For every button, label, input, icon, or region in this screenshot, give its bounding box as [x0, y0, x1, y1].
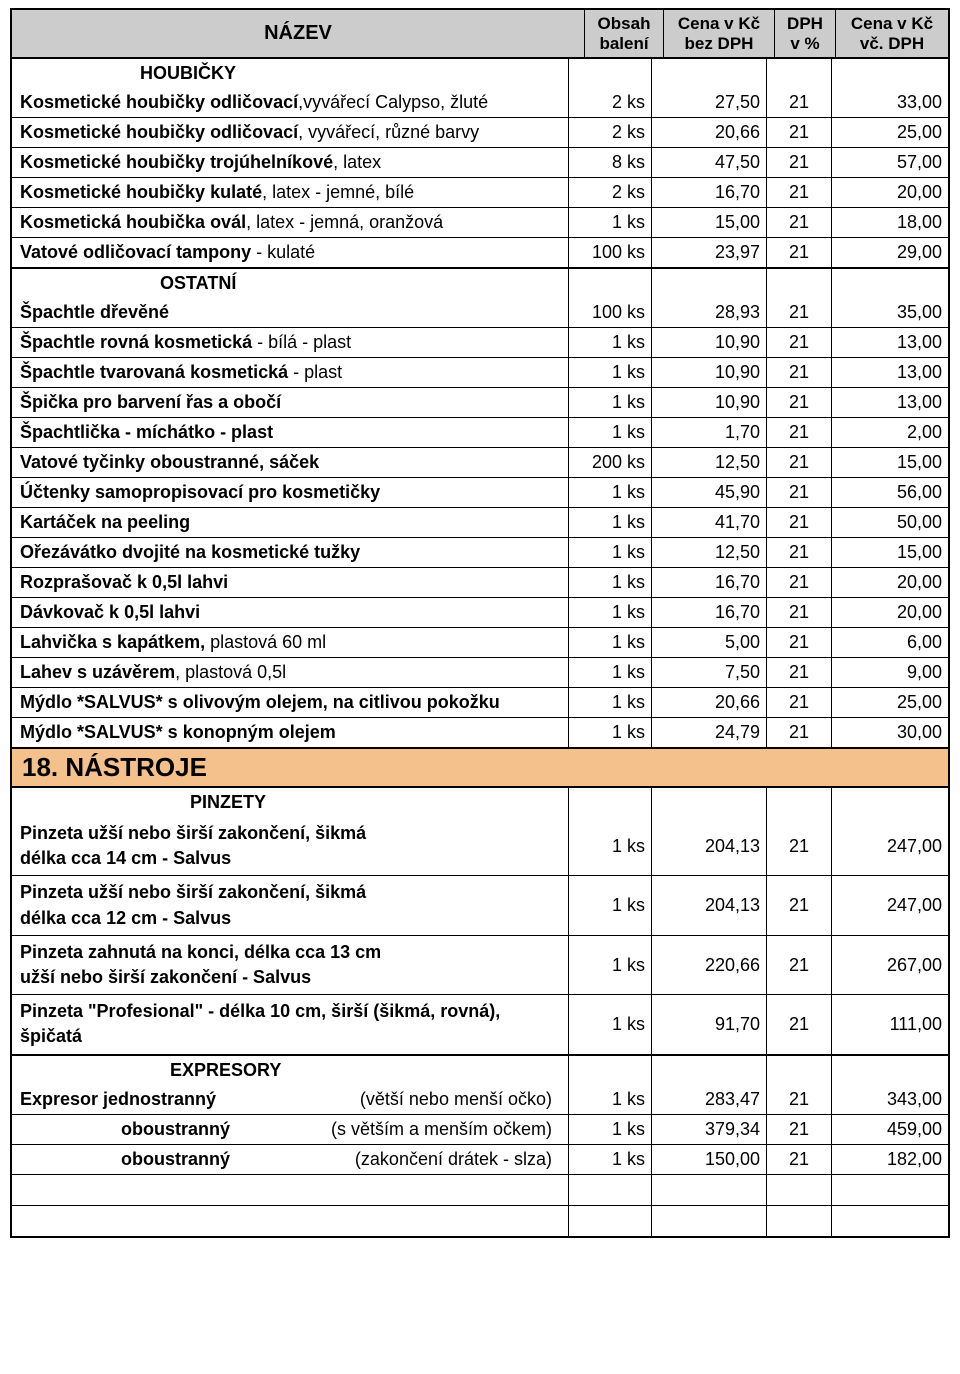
hdr-price-inc: Cena v Kčvč. DPH [836, 10, 948, 57]
table-row: Špachtle tvarovaná kosmetická - plast1 k… [12, 358, 948, 388]
sub-label: PINZETY [190, 792, 266, 813]
sub-label: HOUBIČKY [140, 63, 236, 84]
table-row: Pinzeta zahnutá na konci, délka cca 13 c… [12, 936, 948, 995]
table-row: Kosmetické houbičky odličovací,vyvářecí … [12, 88, 948, 118]
empty-row [12, 1175, 948, 1206]
subheader-pinzety: PINZETY [12, 788, 948, 817]
table-row: Účtenky samopropisovací pro kosmetičky1 … [12, 478, 948, 508]
table-row: oboustranný (zakončení drátek - slza) 1 … [12, 1145, 948, 1175]
table-row: Pinzeta "Profesional" - délka 10 cm, šir… [12, 995, 948, 1055]
table-row: Pinzeta užší nebo širší zakončení, šikmá… [12, 876, 948, 935]
table-row: Špachtlička - míchátko - plast1 ks1,7021… [12, 418, 948, 448]
sub-label: EXPRESORY [170, 1060, 281, 1081]
price-table: NÁZEV Obsahbalení Cena v Kčbez DPH DPHv … [10, 8, 950, 1238]
hdr-pack: Obsahbalení [585, 10, 664, 57]
table-row: Špachtle dřevěné100 ks28,932135,00 [12, 298, 948, 328]
table-row: Lahvička s kapátkem, plastová 60 ml1 ks5… [12, 628, 948, 658]
cell-pack: 2 ks [569, 88, 652, 117]
sub-label: OSTATNÍ [160, 273, 236, 294]
table-row: Kosmetické houbičky odličovací, vyvářecí… [12, 118, 948, 148]
hdr-price-ex: Cena v Kčbez DPH [664, 10, 775, 57]
table-row: Rozprašovač k 0,5l lahvi1 ks16,702120,00 [12, 568, 948, 598]
table-row: Ořezávátko dvojité na kosmetické tužky1 … [12, 538, 948, 568]
hdr-vat: DPHv % [775, 10, 836, 57]
table-row: Dávkovač k 0,5l lahvi1 ks16,702120,00 [12, 598, 948, 628]
table-row: Kosmetické houbičky trojúhelníkové, late… [12, 148, 948, 178]
subheader-expresory: EXPRESORY [12, 1056, 948, 1085]
table-row: Kosmetické houbičky kulaté, latex - jemn… [12, 178, 948, 208]
table-row: Pinzeta užší nebo širší zakončení, šikmá… [12, 817, 948, 876]
subheader-houbicky: HOUBIČKY [12, 59, 948, 88]
empty-row [12, 1206, 948, 1236]
section-nastroje: 18. NÁSTROJE [12, 747, 948, 788]
table-row: Špachtle rovná kosmetická - bílá - plast… [12, 328, 948, 358]
table-header: NÁZEV Obsahbalení Cena v Kčbez DPH DPHv … [12, 10, 948, 59]
table-row: Mýdlo *SALVUS* s konopným olejem1 ks24,7… [12, 718, 948, 747]
cell-price-ex: 27,50 [652, 88, 767, 117]
table-row: Kosmetická houbička ovál, latex - jemná,… [12, 208, 948, 238]
table-row: Kartáček na peeling1 ks41,702150,00 [12, 508, 948, 538]
table-row: Mýdlo *SALVUS* s olivovým olejem, na cit… [12, 688, 948, 718]
subheader-ostatni: OSTATNÍ [12, 269, 948, 298]
table-row: Špička pro barvení řas a obočí1 ks10,902… [12, 388, 948, 418]
cell-vat: 21 [767, 88, 832, 117]
table-row: Vatové odličovací tampony - kulaté 100 k… [12, 238, 948, 269]
table-row: oboustranný (s větším a menším očkem) 1 … [12, 1115, 948, 1145]
table-row: Lahev s uzávěrem, plastová 0,5l1 ks7,502… [12, 658, 948, 688]
table-row: Expresor jednostranný (větší nebo menší … [12, 1085, 948, 1115]
table-row: Vatové tyčinky oboustranné, sáček200 ks1… [12, 448, 948, 478]
cell-price-inc: 33,00 [832, 88, 948, 117]
hdr-name: NÁZEV [12, 10, 585, 57]
